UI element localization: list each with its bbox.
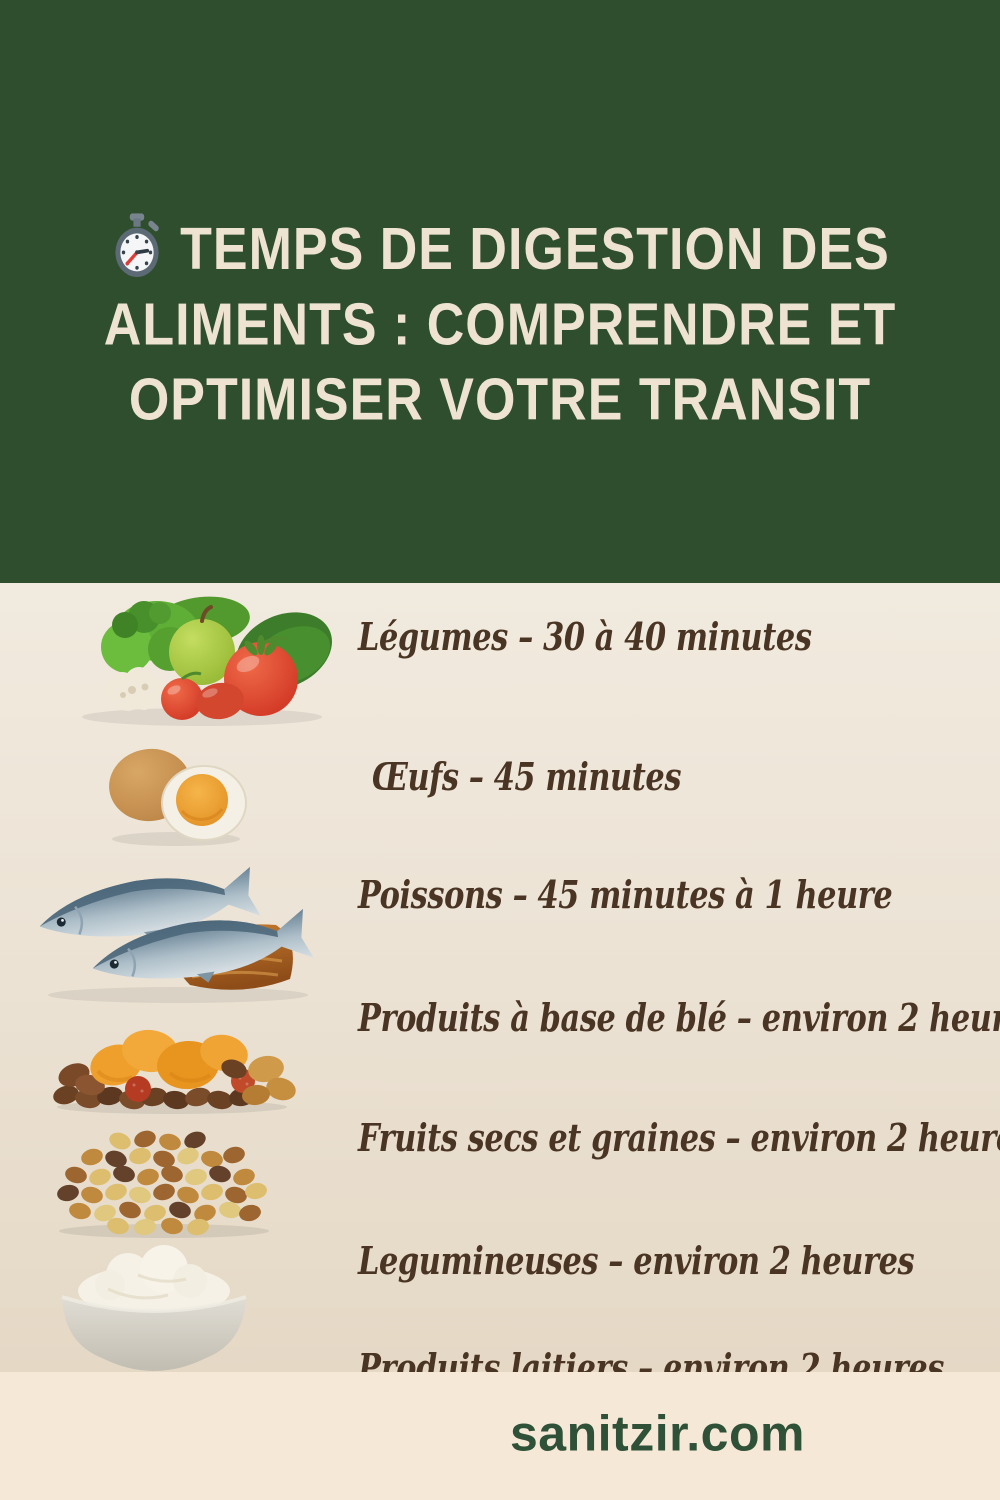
digestion-item-oeufs: Œufs – 45 minutes <box>372 754 682 799</box>
yogurt-bowl-image <box>61 1245 247 1371</box>
page-title-line-1: TEMPS DE DIGESTION DES <box>0 212 1000 287</box>
page-title-line-3: OPTIMISER VOTRE TRANSIT <box>128 367 872 434</box>
digestion-item-ble: Produits à base de blé – environ 2 heure… <box>358 995 1000 1040</box>
digestion-item-fruits-secs: Fruits secs et graines – environ 2 heure… <box>358 1115 1000 1160</box>
digestion-item-legumes: Légumes – 30 à 40 minutes <box>358 614 812 659</box>
digestion-item-legumineuses: Legumineuses – environ 2 heures <box>358 1238 915 1283</box>
mixed-nuts-image <box>57 1130 269 1238</box>
dried-fruits-image <box>53 1029 296 1114</box>
page-title-line-2: ALIMENTS : COMPRENDRE ET <box>103 291 897 358</box>
food-photo-section: Légumes – 30 à 40 minutes Œufs – 45 minu… <box>0 583 1000 1372</box>
footer: sanitzir.com <box>0 1372 1000 1500</box>
digestion-item-poissons: Poissons – 45 minutes à 1 heure <box>358 872 893 917</box>
fish-and-fillet-image <box>39 866 314 1003</box>
vegetables-image <box>82 596 332 726</box>
stopwatch-icon <box>115 213 159 278</box>
page-title-text: TEMPS DE DIGESTION DES <box>180 216 890 283</box>
header: TEMPS DE DIGESTION DES ALIMENTS : COMPRE… <box>0 0 1000 583</box>
digestion-item-laitiers: Produits laitiers – environ 2 heures <box>358 1345 945 1372</box>
page-title: TEMPS DE DIGESTION DES ALIMENTS : COMPRE… <box>0 0 1000 438</box>
boiled-eggs-image <box>109 748 247 846</box>
site-url: sanitzir.com <box>510 1405 805 1462</box>
